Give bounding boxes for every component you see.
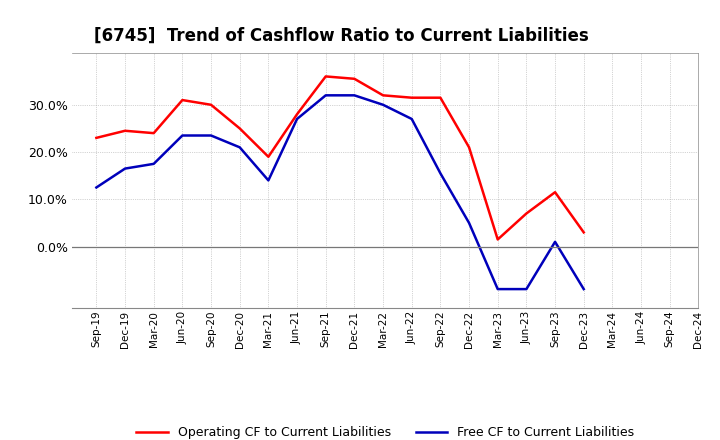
Operating CF to Current Liabilities bbox=[207, 102, 215, 107]
Operating CF to Current Liabilities bbox=[264, 154, 273, 159]
Operating CF to Current Liabilities bbox=[408, 95, 416, 100]
Text: [6745]  Trend of Cashflow Ratio to Current Liabilities: [6745] Trend of Cashflow Ratio to Curren… bbox=[94, 26, 588, 44]
Line: Free CF to Current Liabilities: Free CF to Current Liabilities bbox=[96, 95, 584, 289]
Free CF to Current Liabilities bbox=[149, 161, 158, 166]
Legend: Operating CF to Current Liabilities, Free CF to Current Liabilities: Operating CF to Current Liabilities, Fre… bbox=[131, 422, 639, 440]
Free CF to Current Liabilities bbox=[235, 145, 244, 150]
Operating CF to Current Liabilities bbox=[522, 211, 531, 216]
Operating CF to Current Liabilities bbox=[350, 76, 359, 81]
Operating CF to Current Liabilities bbox=[235, 126, 244, 131]
Operating CF to Current Liabilities bbox=[293, 112, 302, 117]
Free CF to Current Liabilities bbox=[464, 220, 473, 226]
Operating CF to Current Liabilities bbox=[121, 128, 130, 133]
Free CF to Current Liabilities bbox=[121, 166, 130, 171]
Free CF to Current Liabilities bbox=[293, 116, 302, 121]
Operating CF to Current Liabilities bbox=[92, 135, 101, 140]
Free CF to Current Liabilities bbox=[379, 102, 387, 107]
Free CF to Current Liabilities bbox=[350, 93, 359, 98]
Free CF to Current Liabilities bbox=[321, 93, 330, 98]
Operating CF to Current Liabilities bbox=[178, 97, 186, 103]
Free CF to Current Liabilities bbox=[522, 286, 531, 292]
Free CF to Current Liabilities bbox=[178, 133, 186, 138]
Operating CF to Current Liabilities bbox=[580, 230, 588, 235]
Operating CF to Current Liabilities bbox=[464, 145, 473, 150]
Operating CF to Current Liabilities bbox=[551, 190, 559, 195]
Operating CF to Current Liabilities bbox=[379, 93, 387, 98]
Operating CF to Current Liabilities bbox=[436, 95, 445, 100]
Line: Operating CF to Current Liabilities: Operating CF to Current Liabilities bbox=[96, 77, 584, 239]
Operating CF to Current Liabilities bbox=[321, 74, 330, 79]
Free CF to Current Liabilities bbox=[436, 171, 445, 176]
Free CF to Current Liabilities bbox=[580, 286, 588, 292]
Free CF to Current Liabilities bbox=[92, 185, 101, 190]
Free CF to Current Liabilities bbox=[207, 133, 215, 138]
Free CF to Current Liabilities bbox=[408, 116, 416, 121]
Operating CF to Current Liabilities bbox=[149, 131, 158, 136]
Free CF to Current Liabilities bbox=[551, 239, 559, 245]
Operating CF to Current Liabilities bbox=[493, 237, 502, 242]
Free CF to Current Liabilities bbox=[264, 178, 273, 183]
Free CF to Current Liabilities bbox=[493, 286, 502, 292]
